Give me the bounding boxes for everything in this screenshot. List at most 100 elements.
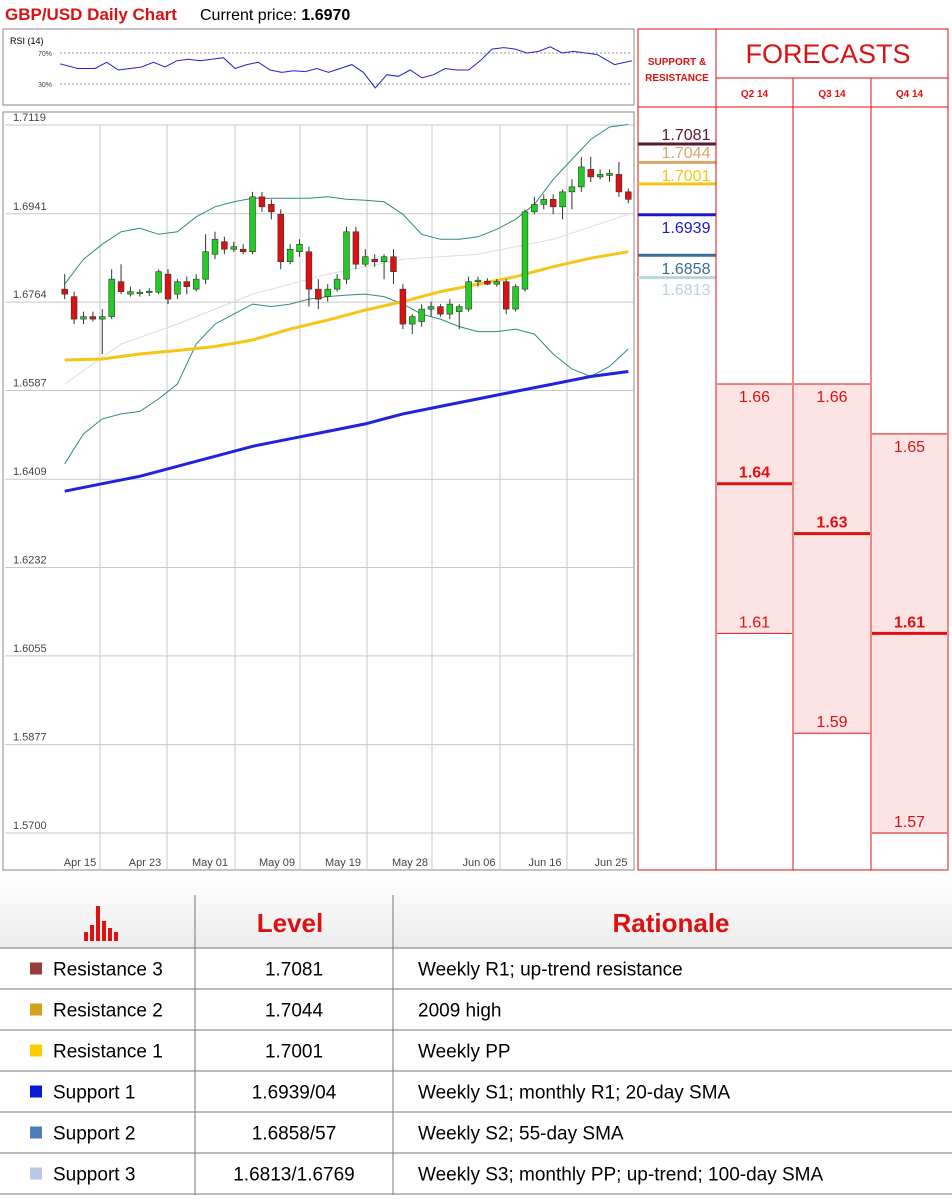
candle-body bbox=[211, 238, 219, 255]
candle-body bbox=[127, 291, 134, 295]
candle-body bbox=[286, 248, 294, 263]
candle-body bbox=[136, 291, 144, 294]
forecast-column-header: Q4 14 bbox=[896, 89, 924, 100]
candle-body bbox=[61, 288, 68, 295]
y-tick-label: 1.6764 bbox=[13, 289, 47, 301]
candle-body bbox=[615, 174, 623, 193]
current-price: Current price: 1.6970 bbox=[200, 7, 350, 24]
current-price-value: 1.6970 bbox=[301, 7, 350, 24]
candle-body bbox=[484, 280, 491, 285]
candle-body bbox=[380, 256, 388, 263]
candle-body bbox=[343, 231, 350, 280]
row-rationale: Weekly R1; up-trend resistance bbox=[418, 960, 683, 981]
sr-level-label: 1.7081 bbox=[662, 127, 711, 144]
rsi-tick-30: 30% bbox=[38, 82, 52, 89]
row-level: 1.7001 bbox=[265, 1042, 323, 1063]
x-tick-label: Jun 25 bbox=[594, 857, 627, 869]
row-color-swatch bbox=[30, 1003, 42, 1016]
y-tick-label: 1.6587 bbox=[13, 377, 47, 389]
moving-averages bbox=[64, 250, 629, 493]
x-tick-label: May 09 bbox=[259, 857, 295, 869]
candle-body bbox=[277, 214, 284, 263]
candle-body bbox=[258, 196, 266, 208]
candle-body bbox=[437, 306, 444, 315]
logo-bar-2 bbox=[90, 925, 94, 941]
candle-body bbox=[155, 271, 162, 293]
candle-body bbox=[596, 174, 604, 178]
candle-body bbox=[80, 316, 87, 320]
candle-body bbox=[268, 204, 275, 213]
row-rationale: Weekly S2; 55-day SMA bbox=[418, 1124, 624, 1145]
row-name: Support 3 bbox=[53, 1165, 135, 1186]
support-resistance-panel: SUPPORT & RESISTANCE 1.70811.70441.70011… bbox=[637, 28, 717, 871]
price-panel: 1.7119 1.6941 1.6764 1.6587 1.6409 1.6232 1.60… bbox=[2, 111, 635, 871]
candle-body bbox=[559, 191, 566, 208]
row-level: 1.6939/04 bbox=[252, 1083, 337, 1104]
table-header-bg bbox=[0, 872, 952, 948]
y-tick-label: 1.6055 bbox=[13, 643, 47, 655]
sr-level-label: 1.6939 bbox=[662, 220, 711, 237]
x-tick-label: Apr 15 bbox=[64, 857, 96, 869]
candle-body bbox=[446, 303, 454, 315]
logo-bar-5 bbox=[108, 928, 112, 941]
rsi-tick-70: 70% bbox=[38, 51, 52, 58]
rsi-line-layer bbox=[59, 46, 633, 89]
logo-bar-3 bbox=[96, 906, 100, 941]
table-header-rationale: Rationale bbox=[612, 908, 729, 938]
row-color-swatch bbox=[30, 962, 42, 975]
forecast-column-header: Q2 14 bbox=[741, 89, 769, 100]
sma100-line bbox=[64, 370, 629, 493]
sr-frame bbox=[637, 28, 717, 871]
candle-body bbox=[183, 281, 191, 287]
row-name: Resistance 1 bbox=[53, 1042, 163, 1063]
levels-table: Level Rationale Resistance 3 1.7081 Weekly… bbox=[0, 872, 952, 1195]
forecast-high-label: 1.65 bbox=[894, 439, 925, 456]
row-rationale: Weekly S3; monthly PP; up-trend; 100-day… bbox=[418, 1165, 823, 1186]
candle-body bbox=[606, 173, 613, 176]
forecasts-panel: FORECASTS Q2 14 1.66 1.64 1.61 Q3 14 1.66 1.63… bbox=[715, 28, 949, 871]
forecast-range-bar bbox=[794, 383, 870, 734]
candle-body bbox=[305, 251, 313, 290]
x-tick-label: Jun 16 bbox=[528, 857, 561, 869]
candle-body bbox=[221, 241, 228, 250]
candle-body bbox=[427, 306, 435, 310]
candle-body bbox=[192, 278, 200, 290]
candle-body bbox=[89, 316, 97, 320]
sr-level-label: 1.7044 bbox=[662, 145, 711, 162]
candle-body bbox=[409, 316, 416, 325]
candle-body bbox=[99, 316, 106, 320]
candle-body bbox=[502, 281, 510, 310]
forecast-high-label: 1.66 bbox=[739, 389, 770, 406]
candle-body bbox=[230, 246, 237, 250]
price-grid: 1.7119 1.6941 1.6764 1.6587 1.6409 1.6232 1.60… bbox=[5, 112, 633, 870]
row-level: 1.6858/57 bbox=[252, 1124, 337, 1145]
forecasts-title: FORECASTS bbox=[745, 39, 910, 69]
table-logo-icon bbox=[84, 906, 118, 941]
candle-body bbox=[568, 186, 576, 193]
sma55-line bbox=[64, 250, 629, 362]
candlesticks bbox=[61, 156, 632, 355]
candle-body bbox=[625, 191, 632, 200]
candle-body bbox=[390, 256, 397, 272]
forecast-column-header: Q3 14 bbox=[818, 89, 846, 100]
candle-body bbox=[587, 169, 594, 178]
row-rationale: Weekly PP bbox=[418, 1042, 511, 1063]
forecast-range-bar bbox=[717, 383, 792, 634]
y-tick-label: 1.6409 bbox=[13, 466, 47, 478]
sr-level-label: 1.6813 bbox=[662, 282, 711, 299]
rsi-label: RSI (14) bbox=[10, 36, 44, 46]
row-name: Support 2 bbox=[53, 1124, 135, 1145]
sr-level-label: 1.7001 bbox=[662, 168, 711, 185]
sr-level-label: 1.6858 bbox=[662, 261, 711, 278]
x-tick-label: May 19 bbox=[325, 857, 361, 869]
row-color-swatch bbox=[30, 1044, 42, 1057]
candle-body bbox=[578, 166, 585, 188]
candle-body bbox=[371, 258, 378, 263]
candle-body bbox=[549, 199, 557, 208]
chart-title: GBP/USD Daily Chart bbox=[5, 5, 177, 24]
row-level: 1.6813/1.6769 bbox=[233, 1165, 355, 1186]
sr-title-line1: SUPPORT & bbox=[648, 57, 706, 68]
row-rationale: 2009 high bbox=[418, 1001, 501, 1022]
